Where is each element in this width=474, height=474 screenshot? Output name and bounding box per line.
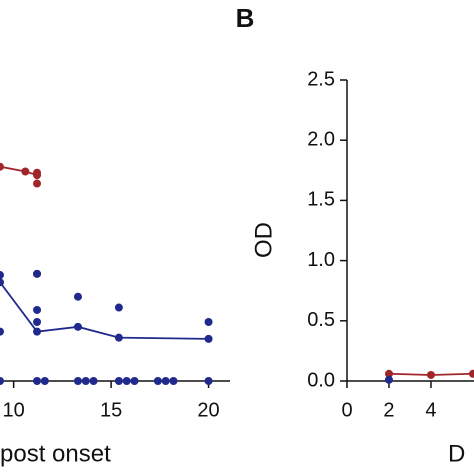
data-point [169, 377, 178, 385]
y-tick-label: 1.5 [307, 189, 335, 211]
data-point [0, 162, 4, 171]
data-point [40, 377, 49, 385]
data-point [114, 377, 123, 385]
x-tick-label: 4 [425, 399, 436, 421]
data-point [0, 377, 4, 385]
x-axis-label: D [448, 440, 465, 467]
data-point [384, 369, 393, 378]
y-axis-label: OD [250, 222, 277, 258]
data-point [153, 377, 162, 385]
x-tick-label: 0 [341, 399, 352, 421]
data-point [204, 334, 213, 343]
x-tick-label: 2 [383, 399, 394, 421]
data-point [204, 377, 213, 385]
data-point [81, 377, 90, 385]
series-line [0, 281, 209, 340]
data-point [73, 292, 82, 301]
data-point [0, 327, 4, 336]
data-point [426, 370, 435, 379]
data-point [33, 179, 42, 188]
data-point [161, 377, 170, 385]
panel-label: B [236, 3, 255, 33]
data-point [114, 333, 123, 342]
data-point [468, 369, 474, 378]
x-tick-label: 10 [3, 399, 25, 421]
data-point [89, 377, 98, 385]
y-tick-label: 2.0 [307, 128, 335, 150]
y-tick-label: 2.5 [307, 68, 335, 90]
x-tick-label: 20 [197, 399, 219, 421]
data-point [33, 269, 42, 278]
x-axis-label: post onset [0, 440, 111, 467]
x-tick-label: 15 [100, 399, 122, 421]
data-point [130, 377, 139, 385]
data-point [21, 167, 30, 176]
data-point [73, 322, 82, 331]
data-point [0, 271, 4, 280]
data-point [33, 327, 42, 336]
data-point [33, 168, 42, 177]
data-point [114, 303, 123, 312]
data-point [384, 375, 393, 384]
data-point [73, 377, 82, 385]
data-point [0, 278, 4, 287]
data-point [122, 377, 131, 385]
series-line [0, 165, 38, 176]
data-point [204, 318, 213, 327]
data-point [33, 377, 42, 385]
y-tick-label: 0.5 [307, 309, 335, 331]
data-point [33, 305, 42, 314]
data-point [33, 318, 42, 327]
y-tick-label: 1.0 [307, 249, 335, 271]
y-tick-label: 0.0 [307, 369, 335, 391]
